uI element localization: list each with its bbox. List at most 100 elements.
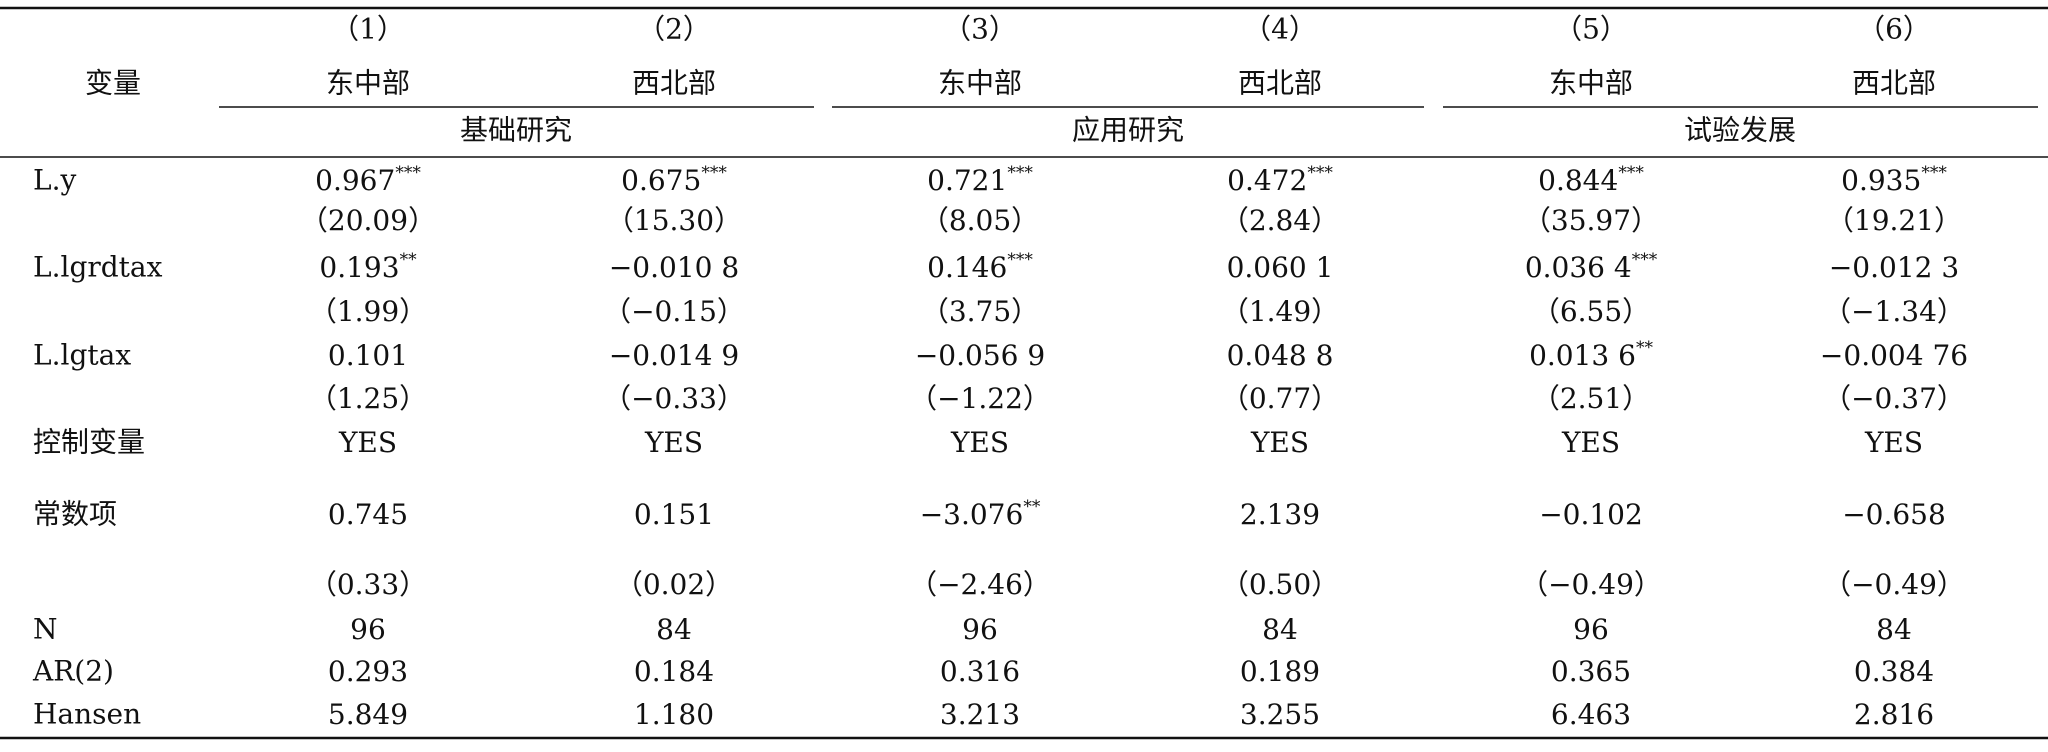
significance: ** xyxy=(400,250,418,270)
cell: 0.060 1 xyxy=(1227,251,1334,284)
cell-value: YES xyxy=(1864,426,1923,459)
significance: *** xyxy=(1618,163,1644,183)
cell-value: 0.151 xyxy=(634,498,714,531)
cell-value: 0.184 xyxy=(634,655,714,688)
cell: （−2.46） xyxy=(909,568,1051,601)
cell-value: −0.102 xyxy=(1539,498,1643,531)
column-number: （6） xyxy=(1857,13,1931,46)
cell: 84 xyxy=(656,613,692,646)
significance: *** xyxy=(1632,250,1658,270)
cell: （−1.22） xyxy=(909,382,1051,415)
cell: 96 xyxy=(350,613,386,646)
cell-value: YES xyxy=(1561,426,1620,459)
cell-value: （0.02） xyxy=(615,568,733,601)
cell-value: （−0.49） xyxy=(1520,568,1662,601)
cell-value: （−2.46） xyxy=(909,568,1051,601)
cell: 0.472*** xyxy=(1227,163,1333,197)
cell-value: 0.048 8 xyxy=(1227,339,1334,372)
cell-value: 0.189 xyxy=(1240,655,1320,688)
cell-value: 96 xyxy=(350,613,386,646)
cell-value: 0.293 xyxy=(328,655,408,688)
cell: （6.55） xyxy=(1532,295,1650,328)
cell: 2.139 xyxy=(1240,498,1320,531)
cell-value: （1.25） xyxy=(309,382,427,415)
cell: （−0.49） xyxy=(1520,568,1662,601)
cell: 84 xyxy=(1876,613,1912,646)
cell-value: 3.213 xyxy=(940,698,1020,731)
row-label: AR(2) xyxy=(32,655,114,688)
row-label: L.y xyxy=(33,164,76,197)
cell: 0.101 xyxy=(328,339,408,372)
cell: 3.255 xyxy=(1240,698,1320,731)
cell-value: 0.146 xyxy=(927,251,1007,284)
cell-value: 84 xyxy=(1262,613,1298,646)
cell-value: −0.014 9 xyxy=(609,339,739,372)
region-header: 西北部 xyxy=(632,67,716,100)
cell-value: （−1.34） xyxy=(1823,295,1965,328)
cell: （1.25） xyxy=(309,382,427,415)
cell-value: 0.675 xyxy=(621,164,701,197)
cell: （0.77） xyxy=(1221,382,1339,415)
row-label: L.lgtax xyxy=(33,339,131,372)
cell-value: 0.967 xyxy=(315,164,395,197)
cell: 84 xyxy=(1262,613,1298,646)
significance: *** xyxy=(395,163,421,183)
cell-value: −0.010 8 xyxy=(609,251,739,284)
cell: 0.193** xyxy=(319,250,417,284)
cell-value: 84 xyxy=(656,613,692,646)
cell: （0.02） xyxy=(615,568,733,601)
cell: YES xyxy=(644,426,703,459)
cell-value: 84 xyxy=(1876,613,1912,646)
cell-value: 0.844 xyxy=(1538,164,1618,197)
cell-value: 2.139 xyxy=(1240,498,1320,531)
cell-value: （2.51） xyxy=(1532,382,1650,415)
region-header: 东中部 xyxy=(1549,67,1633,100)
cell-value: （8.05） xyxy=(921,204,1039,237)
cell-value: 0.036 4 xyxy=(1525,251,1632,284)
cell-value: 0.384 xyxy=(1854,655,1934,688)
cell-value: （−1.22） xyxy=(909,382,1051,415)
significance: *** xyxy=(1307,163,1333,183)
row-label: Hansen xyxy=(33,698,141,731)
cell-value: 0.365 xyxy=(1551,655,1631,688)
cell-value: 0.013 6 xyxy=(1529,339,1636,372)
group-header: 基础研究 xyxy=(460,114,572,147)
cell: −0.012 3 xyxy=(1829,251,1959,284)
cell: （−0.49） xyxy=(1823,568,1965,601)
cell-value: −3.076 xyxy=(920,498,1024,531)
cell: （19.21） xyxy=(1826,204,1962,237)
cell: （1.49） xyxy=(1221,295,1339,328)
significance: *** xyxy=(1007,250,1033,270)
cell-value: （0.77） xyxy=(1221,382,1339,415)
cell: YES xyxy=(1250,426,1309,459)
cell-value: 5.849 xyxy=(328,698,408,731)
cell: （8.05） xyxy=(921,204,1039,237)
cell: 0.844*** xyxy=(1538,163,1644,197)
cell: 0.151 xyxy=(634,498,714,531)
cell-value: YES xyxy=(950,426,1009,459)
cell: （3.75） xyxy=(921,295,1039,328)
cell: 0.384 xyxy=(1854,655,1934,688)
cell-value: YES xyxy=(1250,426,1309,459)
cell: 0.675*** xyxy=(621,163,727,197)
cell: 0.036 4*** xyxy=(1525,250,1658,284)
cell: 0.293 xyxy=(328,655,408,688)
cell-value: 0.316 xyxy=(940,655,1020,688)
row-label: L.lgrdtax xyxy=(33,251,163,284)
cell-value: 0.745 xyxy=(328,498,408,531)
cell-value: 1.180 xyxy=(634,698,714,731)
cell: （20.09） xyxy=(300,204,436,237)
column-number: （1） xyxy=(331,13,405,46)
cell-value: 6.463 xyxy=(1551,698,1631,731)
cell: YES xyxy=(1864,426,1923,459)
row-label: N xyxy=(33,613,58,646)
cell-value: 0.935 xyxy=(1841,164,1921,197)
cell: 0.745 xyxy=(328,498,408,531)
cell: （0.50） xyxy=(1221,568,1339,601)
cell: 2.816 xyxy=(1854,698,1934,731)
cell-value: （20.09） xyxy=(300,204,436,237)
significance: ** xyxy=(1636,338,1654,358)
cell: 3.213 xyxy=(940,698,1020,731)
cell-value: （3.75） xyxy=(921,295,1039,328)
